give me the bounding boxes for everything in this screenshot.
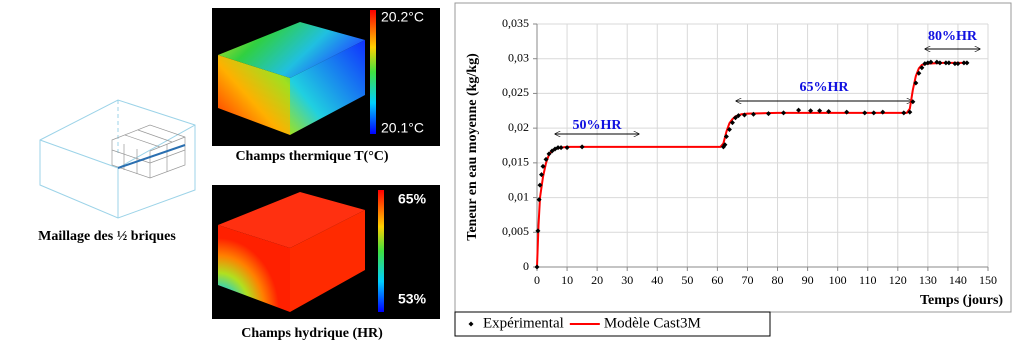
- thermal-caption: Champs thermique T(°C): [235, 149, 388, 164]
- y-tick-label: 0,035: [502, 16, 529, 30]
- illustrations: Maillage des ½ briques 20.2°C 20.1°C Cha…: [38, 8, 440, 341]
- y-tick-label: 0,005: [502, 224, 529, 238]
- data-point: [910, 99, 916, 105]
- x-tick-label: 0: [534, 273, 540, 287]
- y-tick-label: 0,015: [502, 155, 529, 169]
- x-tick-label: 120: [889, 273, 907, 287]
- legend-label: Modèle Cast3M: [604, 315, 701, 331]
- thermal-top: [218, 22, 365, 78]
- data-point: [862, 110, 868, 116]
- y-axis-label: Teneur en eau moyenne (kg/kg): [465, 53, 480, 241]
- y-tick-label: 0: [523, 259, 529, 273]
- data-point: [943, 60, 949, 66]
- data-point: [937, 60, 943, 66]
- data-point: [871, 110, 877, 116]
- data-point: [880, 109, 886, 115]
- x-tick-label: 100: [829, 273, 847, 287]
- mesh-caption: Maillage des ½ briques: [38, 229, 176, 244]
- mesh-box: [39, 99, 196, 219]
- data-point: [826, 108, 832, 114]
- y-tick-label: 0,025: [502, 85, 529, 99]
- data-point: [964, 60, 970, 66]
- y-tick-label: 0,03: [508, 50, 529, 64]
- data-point: [564, 145, 570, 151]
- legend-label: Expérimental: [483, 315, 564, 331]
- data-point: [729, 120, 735, 126]
- x-axis-label: Temps (jours): [920, 293, 1003, 308]
- data-point: [961, 60, 967, 66]
- thermal-colorbar: [370, 10, 376, 134]
- data-point: [540, 163, 546, 169]
- data-point: [901, 110, 907, 116]
- data-point: [913, 80, 919, 86]
- data-point: [543, 156, 549, 162]
- hydric-side: [290, 210, 365, 312]
- x-tick-label: 110: [859, 273, 877, 287]
- data-point: [955, 61, 961, 67]
- data-point: [750, 111, 756, 117]
- data-point: [796, 107, 802, 113]
- data-point: [817, 108, 823, 114]
- data-point: [579, 144, 585, 150]
- annotation: 65%HR: [800, 80, 850, 95]
- x-tick-label: 80: [772, 273, 784, 287]
- data-point: [919, 65, 925, 71]
- data-point: [537, 182, 543, 188]
- data-point: [535, 228, 541, 234]
- x-tick-label: 70: [741, 273, 753, 287]
- data-point: [546, 151, 552, 157]
- x-tick-label: 150: [979, 273, 997, 287]
- data-point: [916, 70, 922, 76]
- x-tick-label: 90: [802, 273, 814, 287]
- data-point: [952, 61, 958, 67]
- data-point: [928, 59, 934, 65]
- data-point: [808, 108, 814, 114]
- chart-frame: [454, 2, 1012, 313]
- hydric-top: [218, 192, 365, 248]
- x-tick-label: 40: [651, 273, 663, 287]
- data-point: [735, 113, 741, 119]
- data-point: [732, 115, 738, 121]
- data-point: [844, 109, 850, 115]
- thermal-side: [290, 40, 365, 135]
- x-tick-label: 30: [621, 273, 633, 287]
- hydric-front: [218, 225, 290, 312]
- x-tick-label: 20: [591, 273, 603, 287]
- data-point: [534, 264, 540, 270]
- data-point: [907, 109, 913, 115]
- hydric-caption: Champs hydrique (HR): [241, 326, 383, 341]
- x-tick-label: 60: [711, 273, 723, 287]
- data-point: [536, 197, 542, 203]
- y-tick-label: 0,01: [508, 189, 529, 203]
- thermal-front: [218, 55, 290, 135]
- data-point: [539, 172, 545, 178]
- data-point: [766, 111, 772, 117]
- x-tick-label: 10: [561, 273, 573, 287]
- y-tick-label: 0,02: [508, 120, 529, 134]
- hydric-colorbar: [378, 190, 384, 312]
- data-point: [549, 148, 555, 154]
- data-point: [781, 110, 787, 116]
- legend: [454, 311, 771, 337]
- hydric-min: 53%: [398, 291, 427, 307]
- data-point: [555, 145, 561, 151]
- x-tick-label: 50: [681, 273, 693, 287]
- mesh-edge: [117, 144, 186, 169]
- data-point: [946, 60, 952, 66]
- thermal-min: 20.1°C: [381, 120, 424, 136]
- thermal-max: 20.2°C: [381, 9, 424, 25]
- annotation: 80%HR: [928, 29, 978, 44]
- hydric-max: 65%: [398, 191, 427, 207]
- data-point: [558, 145, 564, 151]
- x-tick-label: 140: [949, 273, 967, 287]
- legend-swatch: [468, 321, 474, 327]
- data-point: [722, 142, 728, 148]
- data-point: [723, 133, 729, 139]
- data-point: [741, 112, 747, 118]
- annotation: 50%HR: [573, 118, 623, 133]
- data-point: [726, 127, 732, 133]
- x-tick-label: 130: [919, 273, 937, 287]
